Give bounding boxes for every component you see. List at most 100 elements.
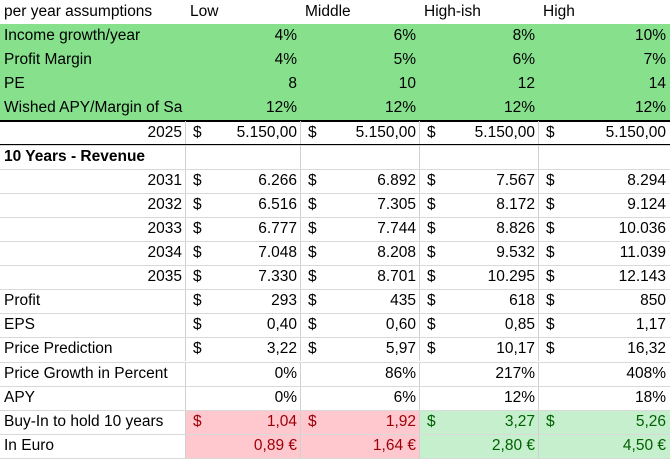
base-year-value[interactable]: 5.150,00 [474,124,535,141]
currency-symbol[interactable]: $ [546,172,555,189]
euro-value[interactable]: 1,64 € [301,434,420,458]
revenue-value[interactable]: 7.567 [496,172,535,189]
metric-value[interactable]: 408% [626,365,666,382]
currency-symbol[interactable]: $ [308,292,317,309]
revenue-value[interactable]: 12.143 [618,268,666,285]
revenue-value[interactable]: 7.048 [258,244,297,261]
assumption-label[interactable]: Profit Margin [4,51,92,68]
currency-symbol[interactable]: $ [193,172,202,189]
revenue-value[interactable]: 6.266 [258,172,297,189]
assumption-value[interactable]: 7% [643,51,666,68]
metric-value[interactable]: 18% [634,389,666,406]
metric-value[interactable]: 6% [393,389,416,406]
buy-in-value[interactable]: 3,27 [504,413,535,430]
revenue-year[interactable]: 2033 [147,220,182,237]
revenue-year[interactable]: 2031 [147,172,182,189]
currency-symbol[interactable]: $ [546,244,555,261]
scenario-header-middle[interactable]: Middle [305,3,351,20]
assumption-value[interactable]: 12% [634,99,666,116]
currency-symbol[interactable]: $ [427,172,436,189]
currency-symbol[interactable]: $ [308,413,317,430]
metric-value[interactable]: 0,85 [504,316,535,333]
currency-symbol[interactable]: $ [308,220,317,237]
metric-value[interactable]: 0% [274,365,297,382]
revenue-year[interactable]: 2035 [147,268,182,285]
revenue-value[interactable]: 9.532 [496,244,535,261]
revenue-value[interactable]: 11.039 [619,244,666,261]
metric-value[interactable]: 0% [274,389,297,406]
assumption-value[interactable]: 12 [517,75,535,92]
assumption-label[interactable]: Wished APY/Margin of Sa [4,99,183,116]
base-year-value[interactable]: 5.150,00 [355,124,416,141]
metric-label[interactable]: EPS [4,316,36,333]
currency-symbol[interactable]: $ [546,220,555,237]
metric-value[interactable]: 0,60 [385,316,416,333]
metric-value[interactable]: 435 [390,292,416,309]
currency-symbol[interactable]: $ [193,316,202,333]
metric-value[interactable]: 850 [640,292,666,309]
base-year-value[interactable]: 5.150,00 [605,124,666,141]
revenue-value[interactable]: 7.744 [377,220,416,237]
currency-symbol[interactable]: $ [427,196,436,213]
assumption-value[interactable]: 10 [398,75,416,92]
currency-symbol[interactable]: $ [546,316,555,333]
revenue-value[interactable]: 9.124 [627,196,666,213]
metric-label[interactable]: Price Prediction [4,340,113,357]
currency-symbol[interactable]: $ [193,244,202,261]
euro-value[interactable]: 0,89 € [186,434,301,458]
metric-value[interactable]: 5,97 [385,340,416,357]
metric-value[interactable]: 293 [271,292,297,309]
buy-in-value[interactable]: 1,04 [266,413,297,430]
base-year-label[interactable]: 2025 [147,124,182,141]
revenue-value[interactable]: 6.516 [258,196,297,213]
currency-symbol[interactable]: $ [308,196,317,213]
metric-value[interactable]: 10,17 [496,340,535,357]
currency-symbol[interactable]: $ [193,124,202,141]
metric-value[interactable]: 16,32 [627,340,666,357]
metric-value[interactable]: 12% [503,389,535,406]
base-year-value[interactable]: 5.150,00 [236,124,297,141]
metric-value[interactable]: 217% [495,365,535,382]
header-label[interactable]: per year assumptions [4,3,153,20]
buy-in-value[interactable]: 1,92 [385,413,416,430]
scenario-header-high[interactable]: High [543,3,575,20]
metric-label[interactable]: Price Growth in Percent [4,365,168,382]
buy-in-value[interactable]: 5,26 [635,413,666,430]
currency-symbol[interactable]: $ [193,196,202,213]
assumption-value[interactable]: 4% [274,27,297,44]
assumption-value[interactable]: 10% [634,27,666,44]
revenue-year[interactable]: 2034 [147,244,182,261]
metric-label[interactable]: APY [4,389,36,406]
revenue-value[interactable]: 7.305 [377,196,416,213]
currency-symbol[interactable]: $ [427,124,436,141]
currency-symbol[interactable]: $ [308,244,317,261]
revenue-value[interactable]: 8.701 [377,268,416,285]
assumption-value[interactable]: 6% [512,51,535,68]
assumption-value[interactable]: 12% [265,99,297,116]
revenue-value[interactable]: 10.295 [487,268,535,285]
revenue-value[interactable]: 8.826 [496,220,535,237]
currency-symbol[interactable]: $ [546,340,555,357]
assumption-value[interactable]: 5% [393,51,416,68]
currency-symbol[interactable]: $ [546,268,555,285]
revenue-value[interactable]: 7.330 [258,268,297,285]
currency-symbol[interactable]: $ [193,413,202,430]
currency-symbol[interactable]: $ [308,316,317,333]
euro-value[interactable]: 4,50 € [539,434,670,458]
currency-symbol[interactable]: $ [546,413,555,430]
currency-symbol[interactable]: $ [427,340,436,357]
revenue-value[interactable]: 6.777 [258,220,297,237]
revenue-value[interactable]: 8.208 [377,244,416,261]
currency-symbol[interactable]: $ [427,268,436,285]
metric-label[interactable]: Profit [4,292,41,309]
metric-value[interactable]: 0,40 [266,316,297,333]
metric-value[interactable]: 1,17 [635,316,666,333]
revenue-value[interactable]: 10.036 [618,220,666,237]
revenue-value[interactable]: 6.892 [377,172,416,189]
currency-symbol[interactable]: $ [427,244,436,261]
assumption-label[interactable]: Income growth/year [4,27,141,44]
currency-symbol[interactable]: $ [193,340,202,357]
currency-symbol[interactable]: $ [546,292,555,309]
euro-label[interactable]: In Euro [4,437,54,454]
euro-value[interactable]: 2,80 € [420,434,539,458]
